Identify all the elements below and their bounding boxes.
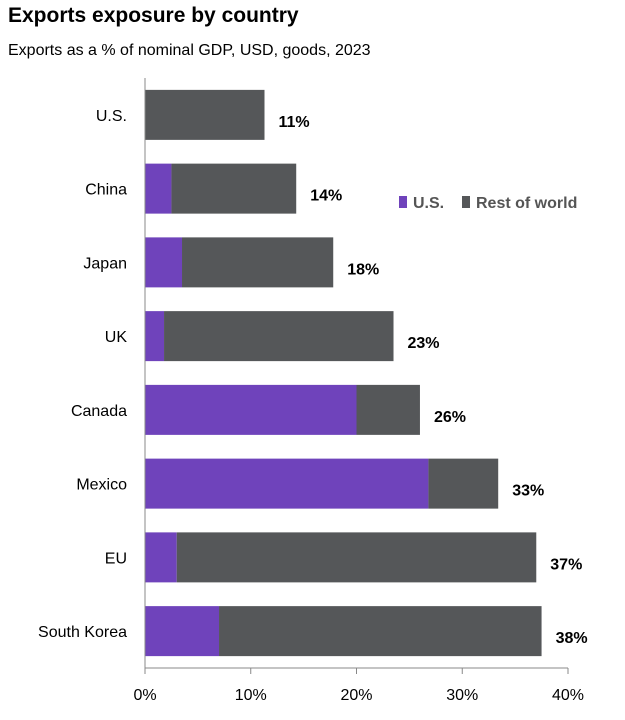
bar-segment-rest-of-world xyxy=(176,532,537,583)
data-label: 14% xyxy=(310,188,342,205)
chart-title: Exports exposure by country xyxy=(8,4,299,27)
bar-segment-us xyxy=(145,384,357,435)
bar-segment-rest-of-world xyxy=(428,458,499,509)
bar-segment-rest-of-world xyxy=(145,89,265,140)
category-label: U.S. xyxy=(96,108,127,125)
bar-segment-us xyxy=(145,606,220,657)
data-label: 33% xyxy=(512,483,544,500)
bar-segment-us xyxy=(145,458,429,509)
bar-segment-rest-of-world xyxy=(356,384,420,435)
chart-subtitle: Exports as a % of nominal GDP, USD, good… xyxy=(8,42,371,59)
data-label: 37% xyxy=(550,556,582,573)
legend-label-us: U.S. xyxy=(413,195,444,212)
category-label: China xyxy=(85,182,127,199)
x-tick-label: 0% xyxy=(133,687,156,704)
data-label: 23% xyxy=(408,335,440,352)
category-label: UK xyxy=(105,329,128,346)
x-tick-label: 30% xyxy=(446,687,478,704)
data-label: 38% xyxy=(556,630,588,647)
bar-segment-us xyxy=(145,311,165,362)
legend-swatch-rest-of-world xyxy=(462,196,470,208)
legend: U.S. Rest of world xyxy=(399,195,577,212)
x-tick-label: 10% xyxy=(235,687,267,704)
bar-segment-rest-of-world xyxy=(164,311,394,362)
bar-segment-us xyxy=(145,163,172,214)
x-tick-label: 40% xyxy=(552,687,584,704)
data-label: 18% xyxy=(347,261,379,278)
bars-group: U.S. 11% China 14% Japan 18% UK 23% Canada 26% Mex… xyxy=(38,89,588,657)
bar-segment-rest-of-world xyxy=(171,163,297,214)
legend-swatch-us xyxy=(399,196,407,208)
data-label: 11% xyxy=(278,114,309,131)
category-label: South Korea xyxy=(38,624,127,641)
category-label: Canada xyxy=(71,403,127,420)
category-label: EU xyxy=(105,550,127,567)
category-label: Japan xyxy=(83,255,127,272)
legend-label-rest-of-world: Rest of world xyxy=(476,195,577,212)
x-ticks-group: 0% 10% 20% 30% 40% xyxy=(133,668,584,704)
bar-segment-rest-of-world xyxy=(182,237,334,288)
bar-segment-rest-of-world xyxy=(219,606,542,657)
category-label: Mexico xyxy=(76,477,127,494)
x-tick-label: 20% xyxy=(340,687,372,704)
bar-segment-us xyxy=(145,532,177,583)
bar-segment-us xyxy=(145,237,183,288)
data-label: 26% xyxy=(434,409,466,426)
